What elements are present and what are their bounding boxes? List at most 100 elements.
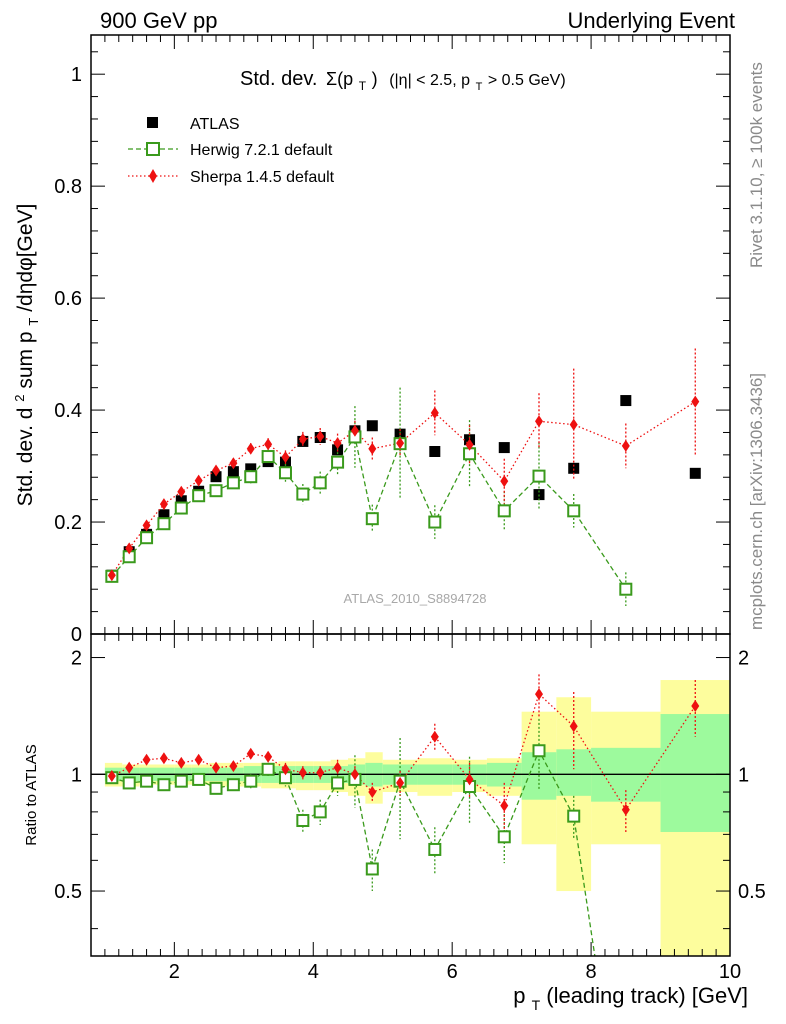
main-panel: 0 0.2 0.4 0.6 0.8 1 Std. dev. Σ(p T ) (|η| < … <box>6 34 731 646</box>
ratio-herwig-point <box>497 830 511 844</box>
herwig-point <box>244 470 258 484</box>
atlas-point <box>689 467 701 479</box>
herwig-point <box>192 489 206 503</box>
herwig-point <box>567 504 581 518</box>
ratio-herwig-point <box>567 809 581 823</box>
main-ylabel: Std. dev. d 2 sum p T /dηdφ[GeV] <box>6 204 43 507</box>
sherpa-point <box>125 542 134 555</box>
main-title: Std. dev. Σ(p T ) (|η| < 2.5, p T > 0.5 … <box>240 68 566 95</box>
sherpa-point <box>430 406 439 419</box>
xtick-label: 2 <box>169 961 180 983</box>
herwig-point <box>278 466 292 480</box>
ratio-sherpa-point <box>316 766 325 779</box>
xtick-label: 8 <box>586 961 597 983</box>
ratio-sherpa-point <box>350 768 359 781</box>
atlas-point <box>227 466 239 478</box>
sherpa-point <box>316 430 325 443</box>
ratio-ylabel: Ratio to ATLAS <box>23 744 40 845</box>
herwig-point <box>619 582 633 596</box>
legend-atlas-label: ATLAS <box>190 116 240 133</box>
main-axes: 0 0.2 0.4 0.6 0.8 1 <box>54 35 731 646</box>
ratio-ytick-label-right: 0.5 <box>738 881 766 903</box>
legend: ATLAS Herwig 7.2.1 default Sherpa 1.4.5 … <box>128 116 335 186</box>
ratio-herwig-point <box>428 842 442 856</box>
herwig-point <box>157 517 171 531</box>
ratio-herwig-point <box>365 862 379 876</box>
herwig-point <box>331 455 345 469</box>
xlabel-b: (leading track) [GeV] <box>546 983 748 1008</box>
herwig-point <box>226 476 240 490</box>
herwig-point <box>261 450 275 464</box>
ratio-ytick-label: 0.5 <box>54 881 82 903</box>
title-main: Std. dev. <box>240 68 317 90</box>
ratio-herwig-point <box>313 805 327 819</box>
legend-atlas: ATLAS <box>147 116 240 133</box>
ylabel-sub: T <box>26 318 41 326</box>
ratio-axes: 2 4 6 8 10 0.5 0.5 1 1 2 2 <box>54 634 766 983</box>
ratio-ytick-label: 1 <box>71 764 82 786</box>
ratio-sherpa-point <box>368 786 377 799</box>
ratio-sherpa-point <box>142 753 151 766</box>
herwig-point <box>497 504 511 518</box>
ratio-ytick-label-right: 1 <box>738 764 749 786</box>
sherpa-point <box>350 424 359 437</box>
ratio-herwig-point <box>296 814 310 828</box>
ratio-herwig-point <box>331 776 345 790</box>
main-data-layer <box>105 348 701 607</box>
legend-sherpa: Sherpa 1.4.5 default <box>128 169 335 186</box>
herwig-point <box>209 484 223 498</box>
analysis-watermark: ATLAS_2010_S8894728 <box>344 591 487 606</box>
main-frame <box>90 34 731 635</box>
ratio-sherpa-point <box>569 720 578 733</box>
ylabel-sup: 2 <box>12 394 27 401</box>
ratio-sherpa-point <box>212 761 221 774</box>
sherpa-point <box>691 395 700 408</box>
xtick-label: 4 <box>308 961 319 983</box>
ratio-sherpa-point <box>177 756 186 769</box>
title-rest-sub: T <box>476 81 483 93</box>
legend-herwig-marker <box>146 142 160 156</box>
sherpa-point <box>298 433 307 446</box>
title-rest-tail: > 0.5 GeV) <box>488 72 566 89</box>
sherpa-point <box>142 519 151 532</box>
ylabel-b: sum p <box>14 331 37 388</box>
mcplots-label: mcplots.cern.ch [arXiv:1306.3436] <box>747 373 766 630</box>
main-ytick-label: 0.4 <box>54 400 82 422</box>
atlas-point <box>620 395 632 407</box>
ratio-herwig-point <box>157 778 171 792</box>
sherpa-line <box>111 401 696 576</box>
ratio-herwig-point <box>261 762 275 776</box>
ratio-herwig-point <box>140 774 154 788</box>
ratio-herwig-point <box>174 774 188 788</box>
title-sigma-close: ) <box>372 69 378 89</box>
ratio-sherpa-point <box>125 761 134 774</box>
sherpa-point <box>500 475 509 488</box>
sherpa-point <box>107 569 116 582</box>
sherpa-point <box>246 442 255 455</box>
ratio-sherpa-point <box>500 799 509 812</box>
xtick-label: 6 <box>447 961 458 983</box>
ratio-ytick-label-right: 2 <box>738 648 749 670</box>
ratio-data-layer <box>91 674 730 956</box>
herwig-point <box>365 512 379 526</box>
ylabel-c: /dηdφ[GeV] <box>14 204 37 312</box>
xtick-label: 10 <box>719 961 741 983</box>
main-ytick-label: 1 <box>71 64 82 86</box>
sherpa-point <box>368 442 377 455</box>
sherpa-point <box>465 438 474 451</box>
xlabel: p T (leading track) [GeV] <box>513 983 748 1015</box>
ratio-sherpa-point <box>298 766 307 779</box>
ratio-sherpa-point <box>229 760 238 773</box>
legend-atlas-marker <box>147 117 158 128</box>
legend-herwig-label: Herwig 7.2.1 default <box>190 142 333 159</box>
herwig-point <box>313 476 327 490</box>
main-ytick-label: 0.8 <box>54 176 82 198</box>
ratio-sherpa-point <box>246 747 255 760</box>
ratio-sherpa-point <box>264 750 273 763</box>
sherpa-point <box>229 457 238 470</box>
ylabel-a: Std. dev. d <box>14 408 37 507</box>
title-rest: (|η| < 2.5, p <box>389 72 470 89</box>
ratio-herwig-point <box>532 744 546 758</box>
ratio-sherpa-point <box>396 776 405 789</box>
ratio-sherpa-point <box>621 803 630 816</box>
